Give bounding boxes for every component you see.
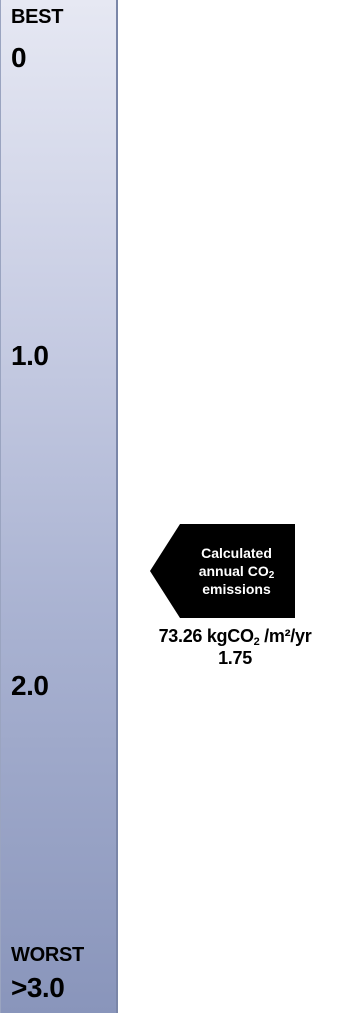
emissions-indicator-arrow: Calculated annual CO2 emissions xyxy=(150,524,295,618)
tick-label-2: 2.0 xyxy=(11,670,49,701)
indicator-line-1: Calculated xyxy=(201,545,272,561)
worst-label: WORST xyxy=(11,944,84,966)
indicator-line-2: annual CO2 xyxy=(198,563,275,581)
tick-label-3: >3.0 xyxy=(11,972,65,1003)
rating-value: 1.75 xyxy=(218,648,252,668)
tick-label-1: 1.0 xyxy=(11,340,49,371)
indicator-caption: Calculated annual CO2 emissions xyxy=(178,524,295,618)
emissions-value: 73.26 kgCO2 /m²/yr xyxy=(158,626,312,648)
rating-scale-bar: BEST 0 1.0 2.0 WORST >3.0 xyxy=(0,0,118,1013)
tick-label-0: 0 xyxy=(11,42,27,73)
indicator-arrow-shape xyxy=(150,524,295,618)
indicator-line-3: emissions xyxy=(202,581,271,597)
best-label: BEST xyxy=(11,6,64,28)
